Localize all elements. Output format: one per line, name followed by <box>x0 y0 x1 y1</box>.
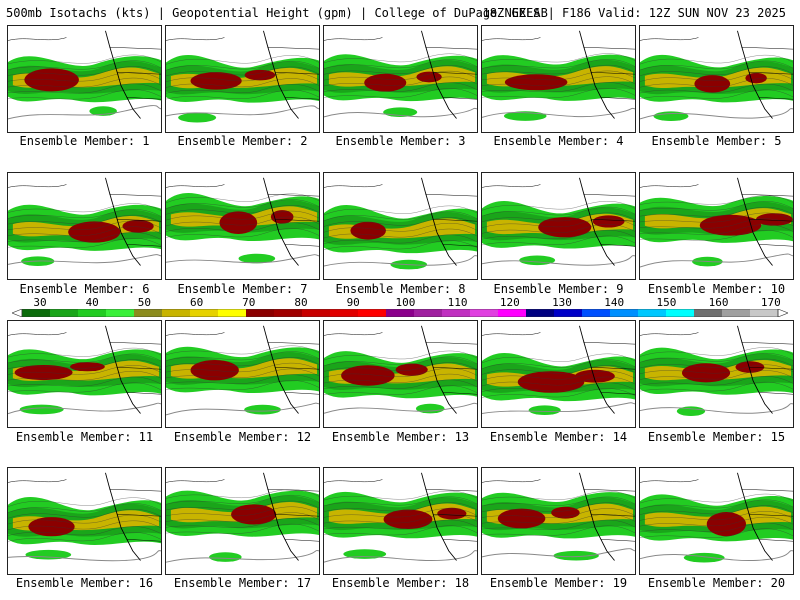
colorbar-label: 160 <box>708 296 729 309</box>
map-header: 500mb Isotachs (kts) | Geopotential Heig… <box>0 0 800 22</box>
ensemble-member-caption: Ensemble Member: 11 <box>15 430 154 444</box>
jet-stream-map <box>166 321 319 427</box>
colorbar-label: 60 <box>189 296 204 309</box>
ensemble-member-map <box>323 25 478 133</box>
jet-stream-map <box>166 468 319 574</box>
ensemble-member-map <box>165 25 320 133</box>
colorbar-label: 170 <box>760 296 781 309</box>
ensemble-member-map <box>323 172 478 280</box>
jet-stream-map <box>640 26 793 132</box>
ensemble-member-caption: Ensemble Member: 9 <box>493 282 624 296</box>
jet-stream-map <box>324 173 477 279</box>
ensemble-member-caption: Ensemble Member: 3 <box>335 134 466 148</box>
jet-stream-map <box>482 321 635 427</box>
colorbar-label: 130 <box>552 296 572 309</box>
colorbar-label: 90 <box>346 296 360 309</box>
ensemble-member-map <box>481 320 636 428</box>
ensemble-member-caption: Ensemble Member: 6 <box>19 282 150 296</box>
ensemble-member-caption: Ensemble Member: 13 <box>331 430 470 444</box>
ensemble-member-caption: Ensemble Member: 7 <box>177 282 308 296</box>
colorbar-label: 30 <box>33 296 47 309</box>
colorbar-label: 120 <box>499 296 520 309</box>
jet-stream-map <box>482 173 635 279</box>
colorbar-label: 50 <box>137 296 152 309</box>
jet-stream-map <box>324 468 477 574</box>
ensemble-member-caption: Ensemble Member: 18 <box>331 576 470 590</box>
colorbar-label: 70 <box>242 296 256 309</box>
colorbar-label: 80 <box>294 296 308 309</box>
jet-stream-map <box>482 468 635 574</box>
jet-stream-map <box>166 173 319 279</box>
colorbar-label: 40 <box>85 296 99 309</box>
ensemble-member-map <box>165 172 320 280</box>
colorbar-scale <box>12 309 788 317</box>
ensemble-member-caption: Ensemble Member: 12 <box>173 430 312 444</box>
colorbar-label: 150 <box>656 296 677 309</box>
ensemble-member-caption: Ensemble Member: 10 <box>647 282 786 296</box>
jet-stream-map <box>482 26 635 132</box>
ensemble-member-map <box>639 467 794 575</box>
ensemble-member-map <box>165 467 320 575</box>
ensemble-member-map <box>323 467 478 575</box>
ensemble-member-caption: Ensemble Member: 19 <box>489 576 628 590</box>
ensemble-member-caption: Ensemble Member: 15 <box>647 430 786 444</box>
jet-stream-map <box>324 321 477 427</box>
run-valid-time: 18Z GEFS | F186 Valid: 12Z SUN NOV 23 20… <box>482 6 786 20</box>
ensemble-member-caption: Ensemble Member: 20 <box>647 576 786 590</box>
ensemble-member-map <box>639 320 794 428</box>
colorbar-label: 140 <box>604 296 625 309</box>
ensemble-member-caption: Ensemble Member: 1 <box>19 134 150 148</box>
jet-stream-map <box>640 468 793 574</box>
ensemble-member-caption: Ensemble Member: 8 <box>335 282 466 296</box>
jet-stream-map <box>640 321 793 427</box>
ensemble-member-map <box>165 320 320 428</box>
jet-stream-map <box>640 173 793 279</box>
jet-stream-map <box>8 321 161 427</box>
jet-stream-map <box>324 26 477 132</box>
ensemble-member-caption: Ensemble Member: 16 <box>15 576 154 590</box>
ensemble-member-caption: Ensemble Member: 2 <box>177 134 308 148</box>
ensemble-member-caption: Ensemble Member: 14 <box>489 430 628 444</box>
jet-stream-map <box>8 468 161 574</box>
ensemble-member-caption: Ensemble Member: 17 <box>173 576 312 590</box>
jet-stream-map <box>166 26 319 132</box>
ensemble-member-map <box>323 320 478 428</box>
ensemble-member-map <box>7 320 162 428</box>
ensemble-member-map <box>7 467 162 575</box>
jet-stream-map <box>8 26 161 132</box>
ensemble-member-map <box>639 25 794 133</box>
ensemble-member-map <box>639 172 794 280</box>
colorbar-label: 110 <box>447 296 468 309</box>
isotach-colorbar: 30 40 50 60 70 80 90 100 110 120 130 140 150 160 170 <box>12 296 788 320</box>
map-title: 500mb Isotachs (kts) | Geopotential Heig… <box>6 6 548 20</box>
jet-stream-map <box>8 173 161 279</box>
ensemble-member-map <box>481 172 636 280</box>
ensemble-member-caption: Ensemble Member: 5 <box>651 134 782 148</box>
ensemble-member-map <box>481 467 636 575</box>
ensemble-member-map <box>7 25 162 133</box>
ensemble-member-map <box>7 172 162 280</box>
colorbar-labels: 30 40 50 60 70 80 90 100 110 120 130 140 150 160 170 <box>12 296 788 309</box>
ensemble-member-caption: Ensemble Member: 4 <box>493 134 624 148</box>
colorbar-label: 100 <box>395 296 416 309</box>
ensemble-member-map <box>481 25 636 133</box>
